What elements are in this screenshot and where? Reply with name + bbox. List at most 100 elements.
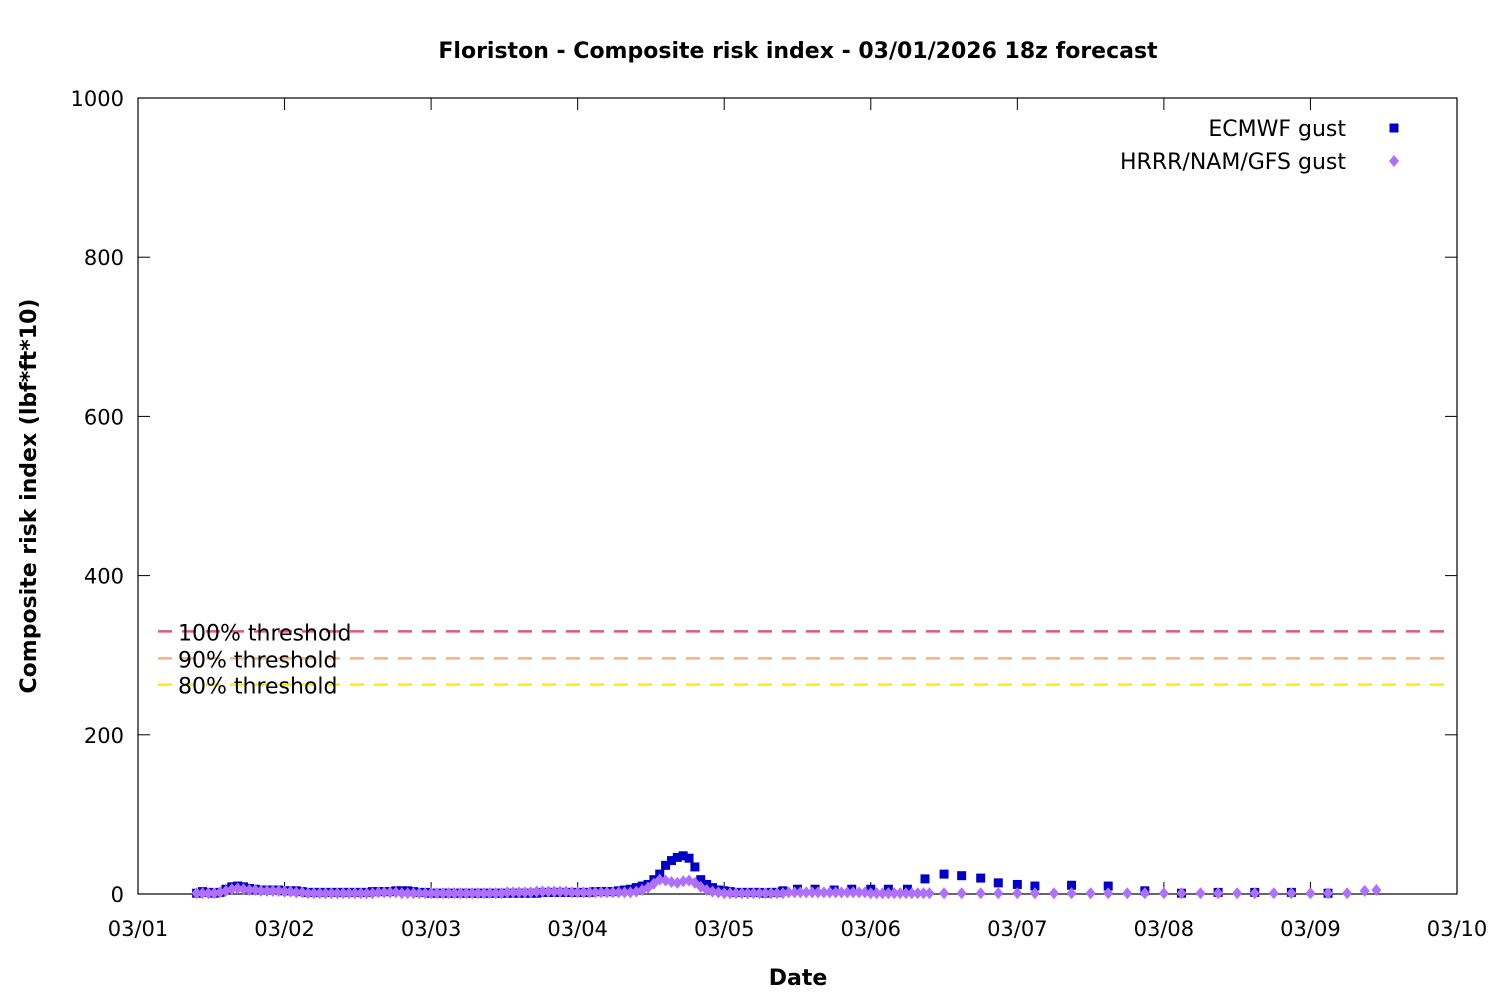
data-point [1323,887,1334,900]
data-point [361,887,372,900]
data-point [795,886,806,899]
data-point [939,887,950,900]
x-tick-label: 03/10 [1427,917,1488,941]
data-point [502,886,513,899]
x-tick-label: 03/09 [1280,917,1341,941]
threshold-label: 90% threshold [178,648,338,673]
data-point [1066,887,1077,900]
data-point [402,887,413,900]
data-point [976,873,986,883]
y-tick-label: 0 [111,883,124,907]
data-point [467,887,478,900]
data-point [939,869,949,879]
data-point [244,884,255,897]
x-axis-label: Date [769,966,828,991]
data-point [1012,879,1022,889]
legend-label: ECMWF gust [1208,117,1346,142]
data-point [437,887,448,900]
data-point [760,887,771,900]
data-point [478,887,489,900]
data-point [830,886,841,899]
data-point [813,886,824,899]
data-point [584,886,595,899]
y-tick-label: 200 [84,724,124,748]
data-point [678,851,688,861]
data-point [1139,887,1150,900]
data-point [742,887,753,900]
data-point [320,887,331,900]
x-tick-label: 03/05 [694,917,755,941]
y-tick-label: 1000 [71,87,124,111]
data-point [1195,887,1206,900]
data-point [956,887,967,900]
data-point [197,887,208,900]
y-axis-ticks: 0 200 400 600 800 1000 [71,87,1457,907]
data-point [789,886,800,899]
data-point [848,886,859,899]
data-point [537,885,548,898]
x-tick-label: 03/08 [1134,917,1195,941]
data-point [1029,887,1040,900]
data-point [920,874,930,884]
data-point [338,887,349,900]
y-tick-label: 400 [84,565,124,589]
data-point [238,883,249,896]
data-point [661,860,671,870]
data-point [748,887,759,900]
data-point [666,876,677,889]
data-point [975,887,986,900]
plot-frame [137,97,1458,895]
data-point [232,882,243,895]
data-point [396,887,407,900]
threshold-label: 100% threshold [178,621,352,646]
data-point [250,884,261,897]
data-point [209,887,220,900]
data-point [297,886,308,899]
data-point [836,886,847,899]
data-point [1305,887,1316,900]
data-point [777,887,788,900]
data-point [957,871,967,881]
data-point [906,887,917,900]
data-point [654,873,665,886]
data-point [889,887,900,900]
data-point [267,884,278,897]
data-point [543,885,554,898]
data-point [1249,887,1260,900]
chart-title: Floriston - Composite risk index - 03/01… [438,39,1158,64]
data-point [291,886,302,899]
data-point [555,885,566,898]
data-point [355,887,366,900]
data-point [303,887,314,900]
data-point [326,887,337,900]
data-point [601,886,612,899]
x-tick-label: 03/07 [987,917,1048,941]
data-point [871,887,882,900]
data-point [1359,884,1370,897]
data-point [696,875,706,885]
data-point [625,886,636,899]
data-point [1030,881,1040,891]
data-point [373,886,384,899]
data-point [736,887,747,900]
data-point [379,886,390,899]
legend: ECMWF gust HRRR/NAM/GFS gust [1120,117,1399,175]
data-point [203,887,214,900]
data-point [793,884,802,894]
y-tick-label: 800 [84,246,124,270]
data-point [1213,887,1224,900]
series-hrrr [191,873,1382,900]
data-point [810,884,820,894]
x-tick-label: 03/02 [254,917,315,941]
data-point [607,886,618,899]
data-point [771,887,782,900]
data-point [713,886,724,899]
data-point [449,887,460,900]
data-point [924,887,935,900]
data-point [408,887,419,900]
data-point [883,887,894,900]
data-point [367,887,378,900]
data-point [1067,880,1077,890]
data-point [672,852,682,862]
